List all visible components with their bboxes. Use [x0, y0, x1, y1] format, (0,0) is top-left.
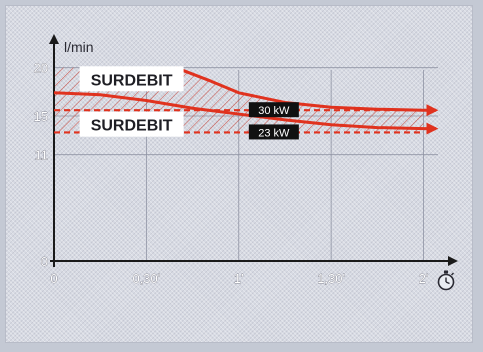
x-tick-label: 1'	[234, 271, 244, 286]
power-label-box	[248, 124, 299, 140]
stopwatch-icon	[437, 270, 455, 291]
power-label-box	[248, 102, 299, 118]
y-axis-label: l/min	[64, 39, 94, 55]
flow-rate-chart: 0 0,30' 1' 1,30' 2' 0 11 15 20 30 kW 23 kW SURDEBIT…	[33, 34, 458, 291]
x-tick-label: 2'	[419, 271, 429, 286]
x-axis-arrow	[448, 256, 458, 266]
y-tick-label: 20	[34, 61, 48, 76]
surdebit-label: SURDEBIT	[91, 72, 173, 89]
surdebit-label-box	[79, 111, 184, 137]
surdebit-label: SURDEBIT	[91, 118, 173, 135]
chart-card: 0 0,30' 1' 1,30' 2' 0 11 15 20 30 kW 23 kW SURDEBIT…	[6, 6, 472, 342]
y-tick-label: 11	[35, 148, 49, 163]
power-label: 30 kW	[258, 105, 290, 117]
labels: 0 0,30' 1' 1,30' 2' 0 11 15 20 30 kW 23 kW SURDEBIT…	[33, 60, 429, 286]
x-tick-label: 1,30'	[317, 271, 345, 286]
x-tick-label: 0,30'	[132, 271, 160, 286]
power-label: 23 kW	[258, 127, 290, 139]
y-tick-label: 15	[34, 109, 48, 124]
y-axis-arrow	[49, 34, 59, 44]
axes	[49, 34, 458, 267]
x-tick-label: 0	[50, 271, 57, 286]
surdebit-label-box	[79, 66, 184, 92]
y-tick-label: 0	[41, 254, 48, 269]
